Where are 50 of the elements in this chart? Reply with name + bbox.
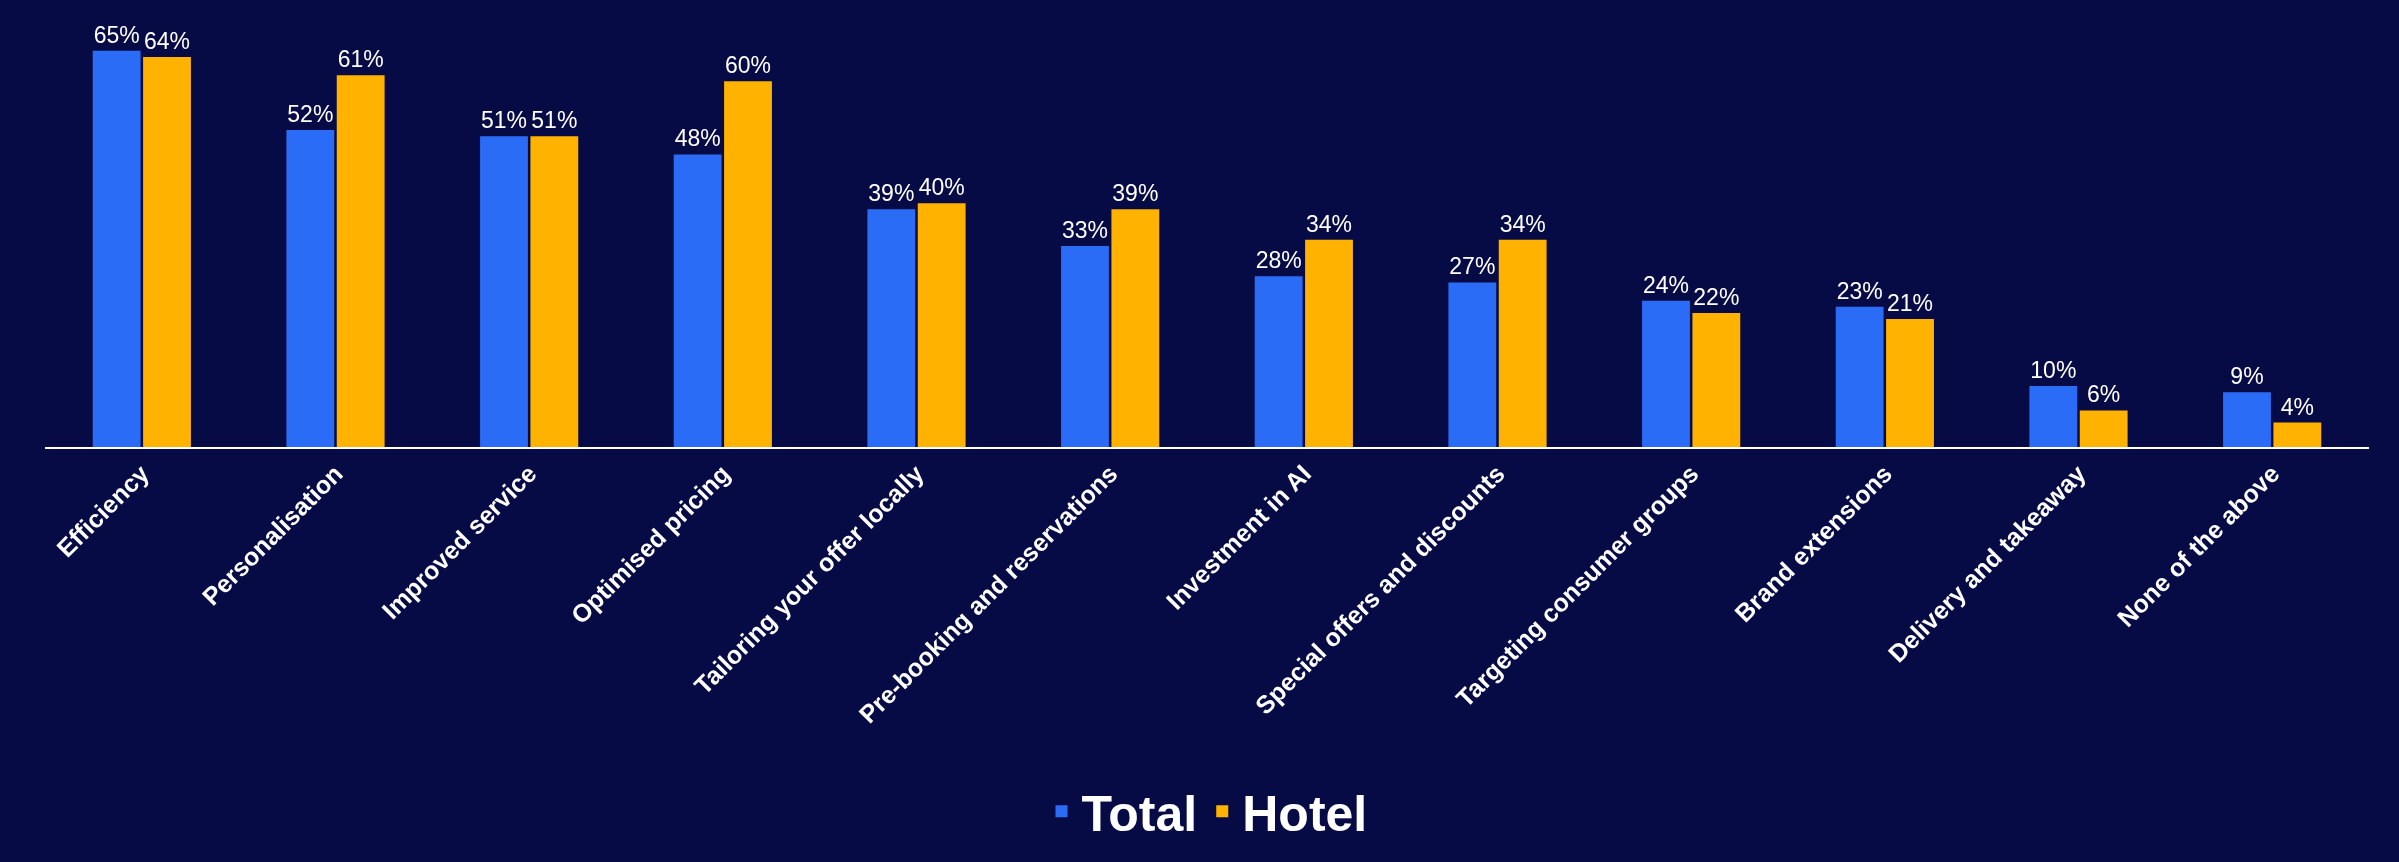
data-label: 39% (1112, 180, 1159, 207)
bar (673, 154, 722, 447)
bar (2079, 410, 2128, 447)
data-label: 22% (1693, 283, 1740, 310)
data-label: 39% (868, 180, 915, 207)
bar (1642, 300, 1690, 447)
bar (143, 56, 191, 447)
data-label: 24% (1642, 271, 1690, 298)
data-label: 51% (480, 107, 528, 134)
data-label: 34% (1499, 210, 1546, 237)
bar (336, 75, 385, 447)
bar (867, 209, 916, 447)
legend-label: Hotel (1242, 785, 1368, 842)
bar (1254, 276, 1303, 447)
bar (2029, 386, 2078, 447)
bar (1111, 209, 1160, 447)
data-label: 9% (2230, 363, 2264, 390)
data-label: 33% (1061, 216, 1109, 243)
data-label: 65% (93, 21, 140, 48)
bar (1061, 245, 1109, 447)
data-label: 23% (1836, 277, 1883, 304)
bar (92, 50, 141, 447)
bar (480, 136, 528, 447)
bar (1305, 239, 1353, 447)
bar (286, 130, 335, 447)
bar (1692, 312, 1741, 447)
data-label: 48% (674, 125, 721, 152)
data-label: 27% (1449, 253, 1496, 280)
data-label: 10% (2030, 357, 2077, 384)
data-label: 64% (143, 27, 191, 54)
data-label: 4% (2280, 393, 2314, 420)
data-label: 28% (1255, 247, 1302, 274)
bar (1835, 306, 1884, 447)
bar (724, 81, 772, 447)
data-label: 51% (531, 107, 578, 134)
data-label: 6% (2087, 381, 2121, 408)
bar (2223, 392, 2271, 447)
data-label: 40% (918, 174, 965, 201)
legend-label: Total (1081, 785, 1198, 842)
bar (1498, 239, 1547, 447)
bar (917, 203, 966, 447)
data-label: 21% (1886, 290, 1934, 317)
data-label: 52% (287, 101, 334, 128)
bar (1886, 319, 1934, 447)
data-label: 61% (337, 46, 384, 73)
bar (2273, 422, 2322, 447)
data-label: 34% (1305, 210, 1353, 237)
bar (530, 136, 579, 447)
data-label: 60% (724, 52, 772, 79)
bar (1448, 282, 1497, 447)
